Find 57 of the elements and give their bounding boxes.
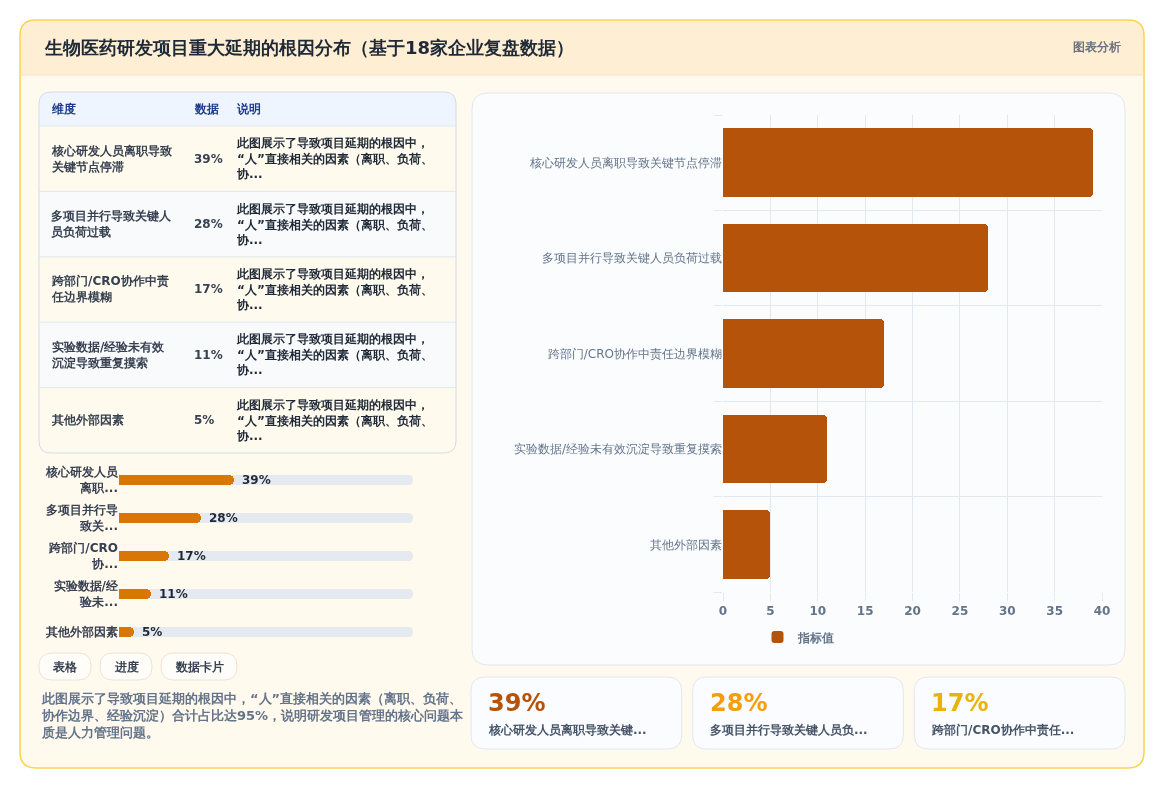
data-label: 11% [159,587,188,601]
y-tick-label: 核心研发人员离职导致关键节点停滞 [529,155,722,170]
category-label: 核心研发人员离职导致关键... [488,723,647,737]
text: 维度 [51,102,76,116]
bar [119,589,151,599]
x-tick-label: 25 [951,604,969,619]
bar [723,510,770,579]
x-tick-label: 30 [998,604,1016,619]
y-tick-label: 多项目并行导致关键人员负荷过载 [542,251,722,266]
bar [723,224,988,292]
bar [723,319,884,388]
x-tick-label: 5 [766,604,775,619]
data-label: 39% [242,473,271,487]
text: 28% [710,689,768,717]
text: 17% [194,282,223,296]
y-tick-label: 实验数据/经验未有效沉淀导致重复摸索 [513,442,722,457]
text: 此图展示了导致项目延期的根因中，“人”直接相关的因素（离职、负荷、协... [236,136,433,182]
text: 表格 [52,660,78,674]
y-tick-label: 跨部门/CRO协... [48,541,118,571]
x-tick-label: 40 [1093,604,1111,619]
y-tick-label: 多项目并行导致关... [46,503,118,533]
x-tick-label: 15 [856,604,874,619]
text: 图表分析 [1073,40,1121,54]
text: 数据 [194,102,219,116]
text: 5% [194,413,215,427]
x-tick-label: 10 [809,604,827,619]
text: 此图展示了导致项目延期的根因中，“人”直接相关的因素（离职、负荷、协... [236,332,433,378]
text: 此图展示了导致项目延期的根因中，“人”直接相关的因素（离职、负荷、协作边界、经验沉淀）合计占比达95%，说明研发项目管理的核心问题本质是人力管理问题。 [41,691,465,740]
x-tick-label: 35 [1046,604,1063,619]
text: 此图展示了导致项目延期的根因中，“人”直接相关的因素（离职、负荷、协... [236,398,433,444]
bar [723,415,827,483]
bar [119,551,169,561]
data-label: 17% [177,549,206,563]
text: 17% [931,689,989,717]
legend-label: 指标值 [796,630,834,645]
category-label: 多项目并行导致关键人员负... [710,723,868,737]
y-tick-label: 实验数据/经验未... [53,579,119,609]
text: 此图展示了导致项目延期的根因中，“人”直接相关的因素（离职、负荷、协... [236,267,433,313]
x-tick-label: 0 [718,604,728,619]
y-tick-label: 其他外部因素 [45,625,118,640]
x-tick-label: 20 [904,604,921,619]
text: 39% [194,152,223,166]
text: 28% [194,217,223,231]
y-tick-label: 其他外部因素 [650,537,722,552]
text: 说明 [236,102,261,116]
category-label: 跨部门/CRO协作中责任... [931,723,1075,737]
y-tick-label: 跨部门/CRO协作中责任边界模糊 [547,346,722,361]
text: 11% [194,348,223,362]
text: 进度 [114,660,139,674]
text: 此图展示了导致项目延期的根因中，“人”直接相关的因素（离职、负荷、协... [236,202,433,248]
data-label: 28% [209,511,238,525]
text: 数据卡片 [175,660,224,674]
text: 生物医药研发项目重大延期的根因分布（基于18家企业复盘数据） [44,36,575,58]
data-label: 5% [142,625,163,639]
y-tick-label: 核心研发人员离职... [45,465,119,495]
bar [723,128,1093,197]
text: 39% [488,689,546,717]
